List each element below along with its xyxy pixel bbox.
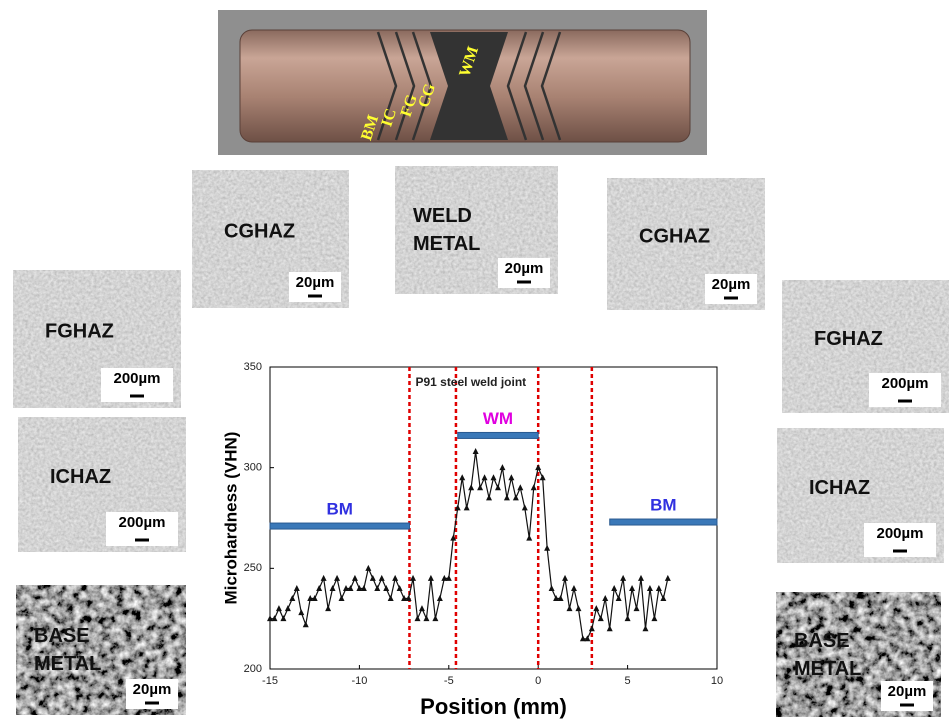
panel-label-line: METAL	[413, 233, 480, 255]
x-axis-title: Position (mm)	[420, 694, 567, 719]
figure: BMICFGCGWM CGHAZ 20µm WELD METAL 20µm CGHAZ 20…	[0, 0, 949, 723]
micrograph: WELD METAL 20µm	[395, 166, 558, 294]
panel-label-line: WELD	[413, 205, 472, 227]
scale-label: 200µm	[118, 514, 165, 531]
micrograph: CGHAZ 20µm	[192, 170, 349, 308]
region-bar	[270, 523, 409, 529]
scale-label: 200µm	[881, 375, 928, 392]
panel-label-line: METAL	[34, 653, 101, 675]
scale-label: 200µm	[876, 525, 923, 542]
y-tick-label: 300	[244, 462, 262, 474]
scale-label: 200µm	[113, 370, 160, 387]
region-label: BM	[650, 496, 676, 515]
micrograph: FGHAZ 200µm	[782, 280, 949, 413]
panel-label: FGHAZ	[814, 328, 883, 350]
panel-label: ICHAZ	[809, 477, 870, 499]
scale-label: 20µm	[505, 260, 544, 277]
y-tick-label: 200	[244, 663, 262, 675]
panel-label-line: METAL	[794, 658, 861, 680]
region-label: WM	[483, 409, 513, 428]
panel-label-line: BASE	[34, 625, 90, 647]
micrograph: ICHAZ 200µm	[777, 428, 944, 563]
x-tick-label: 10	[711, 675, 723, 687]
y-tick-label: 250	[244, 562, 262, 574]
y-axis-title: Microhardness (VHN)	[221, 432, 240, 605]
region-bar	[610, 519, 717, 525]
panel-label: CGHAZ	[224, 220, 295, 242]
annotation: P91 steel weld joint	[415, 375, 526, 389]
region-bar	[458, 432, 538, 438]
x-tick-label: 0	[535, 675, 541, 687]
micrograph: CGHAZ 20µm	[607, 178, 765, 310]
panel-label: FGHAZ	[45, 320, 114, 342]
scale-label: 20µm	[296, 274, 335, 291]
y-tick-label: 350	[244, 361, 262, 373]
scale-label: 20µm	[888, 683, 927, 700]
x-tick-label: -5	[444, 675, 454, 687]
micrograph: BASE METAL 20µm	[776, 592, 941, 717]
panel-label: ICHAZ	[50, 466, 111, 488]
x-tick-label: 5	[625, 675, 631, 687]
panel-label: CGHAZ	[639, 226, 710, 248]
region-label: BM	[327, 500, 353, 519]
micrograph: FGHAZ 200µm	[13, 270, 181, 408]
micrograph: BASE METAL 20µm	[16, 585, 186, 715]
scale-label: 20µm	[133, 681, 172, 698]
micrograph: ICHAZ 200µm	[18, 417, 186, 552]
panel-label-line: BASE	[794, 630, 850, 652]
scale-label: 20µm	[712, 276, 751, 293]
x-tick-label: -10	[351, 675, 367, 687]
x-tick-label: -15	[262, 675, 278, 687]
